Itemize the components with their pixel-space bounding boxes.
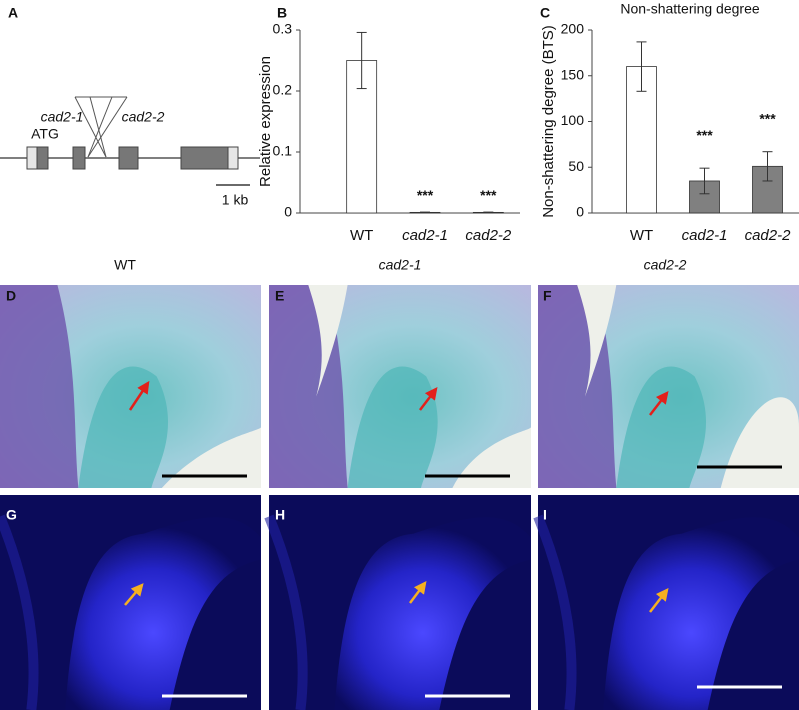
allele-label: cad2-1	[41, 109, 84, 125]
x-tick-label: cad2-1	[682, 227, 728, 244]
tissue	[334, 517, 531, 710]
tissue	[603, 517, 799, 710]
chart-title: Non-shattering degree	[620, 1, 760, 17]
x-tick-label: cad2-2	[745, 227, 792, 244]
arrow	[649, 588, 669, 613]
y-tick-label: 0.1	[273, 143, 293, 159]
arrow	[419, 387, 438, 411]
scale-bar-label: 1 kb	[222, 192, 249, 208]
panel-label: C	[540, 5, 550, 21]
arrow	[128, 380, 150, 411]
y-tick-label: 100	[561, 112, 585, 128]
gap	[720, 397, 799, 488]
y-tick-label: 200	[561, 21, 585, 37]
tissue-core	[78, 366, 169, 488]
y-axis-label: Relative expression	[257, 56, 274, 187]
tissue-edge	[264, 514, 308, 710]
y-tick-label: 0	[284, 204, 292, 220]
significance: ***	[417, 187, 434, 203]
tissue-edge	[0, 514, 39, 710]
arrow	[124, 583, 144, 606]
column-title: WT	[114, 257, 136, 273]
panel-label: F	[543, 288, 552, 304]
tissue-core	[347, 366, 438, 488]
arrow	[649, 391, 669, 416]
significance: ***	[759, 110, 776, 126]
y-tick-label: 50	[568, 158, 584, 174]
tissue-edge	[533, 514, 577, 710]
y-tick-label: 150	[561, 66, 585, 82]
gene-diagram: ATG cad2-1 cad2-2 1 kb	[0, 96, 260, 208]
panel-label: I	[543, 507, 547, 523]
column-title: cad2-2	[644, 257, 687, 273]
start-codon: ATG	[31, 126, 59, 142]
tissue	[65, 517, 261, 710]
panel-label: E	[275, 288, 284, 304]
panel-label: A	[8, 5, 18, 21]
column-title: cad2-1	[379, 257, 422, 273]
y-tick-label: 0.3	[273, 21, 293, 37]
significance: ***	[480, 187, 497, 203]
tissue-band	[0, 285, 79, 488]
x-tick-label: cad2-2	[465, 227, 512, 244]
light-micrograph	[538, 285, 799, 488]
gap	[577, 285, 617, 397]
gap	[308, 285, 348, 397]
panel-label: H	[275, 507, 285, 523]
light-micrograph	[0, 285, 261, 488]
fluorescence-image	[264, 495, 531, 710]
panel-label: B	[277, 5, 287, 21]
y-tick-label: 0.2	[273, 82, 293, 98]
tissue-core	[616, 366, 707, 488]
gap	[452, 427, 531, 488]
fluorescence-image	[0, 495, 261, 710]
panel-label: D	[6, 288, 16, 304]
x-tick-label: WT	[350, 227, 373, 244]
fluorescence-image	[533, 495, 799, 710]
y-axis-label: Non-shattering degree (BTS)	[540, 25, 557, 218]
x-tick-label: WT	[630, 227, 653, 244]
significance: ***	[696, 127, 713, 143]
y-tick-label: 0	[576, 204, 584, 220]
allele-label: cad2-2	[122, 109, 165, 125]
light-micrograph	[269, 285, 531, 488]
gap	[161, 427, 261, 488]
arrow	[409, 581, 427, 604]
x-tick-label: cad2-1	[402, 227, 448, 244]
panel-label: G	[6, 507, 17, 523]
